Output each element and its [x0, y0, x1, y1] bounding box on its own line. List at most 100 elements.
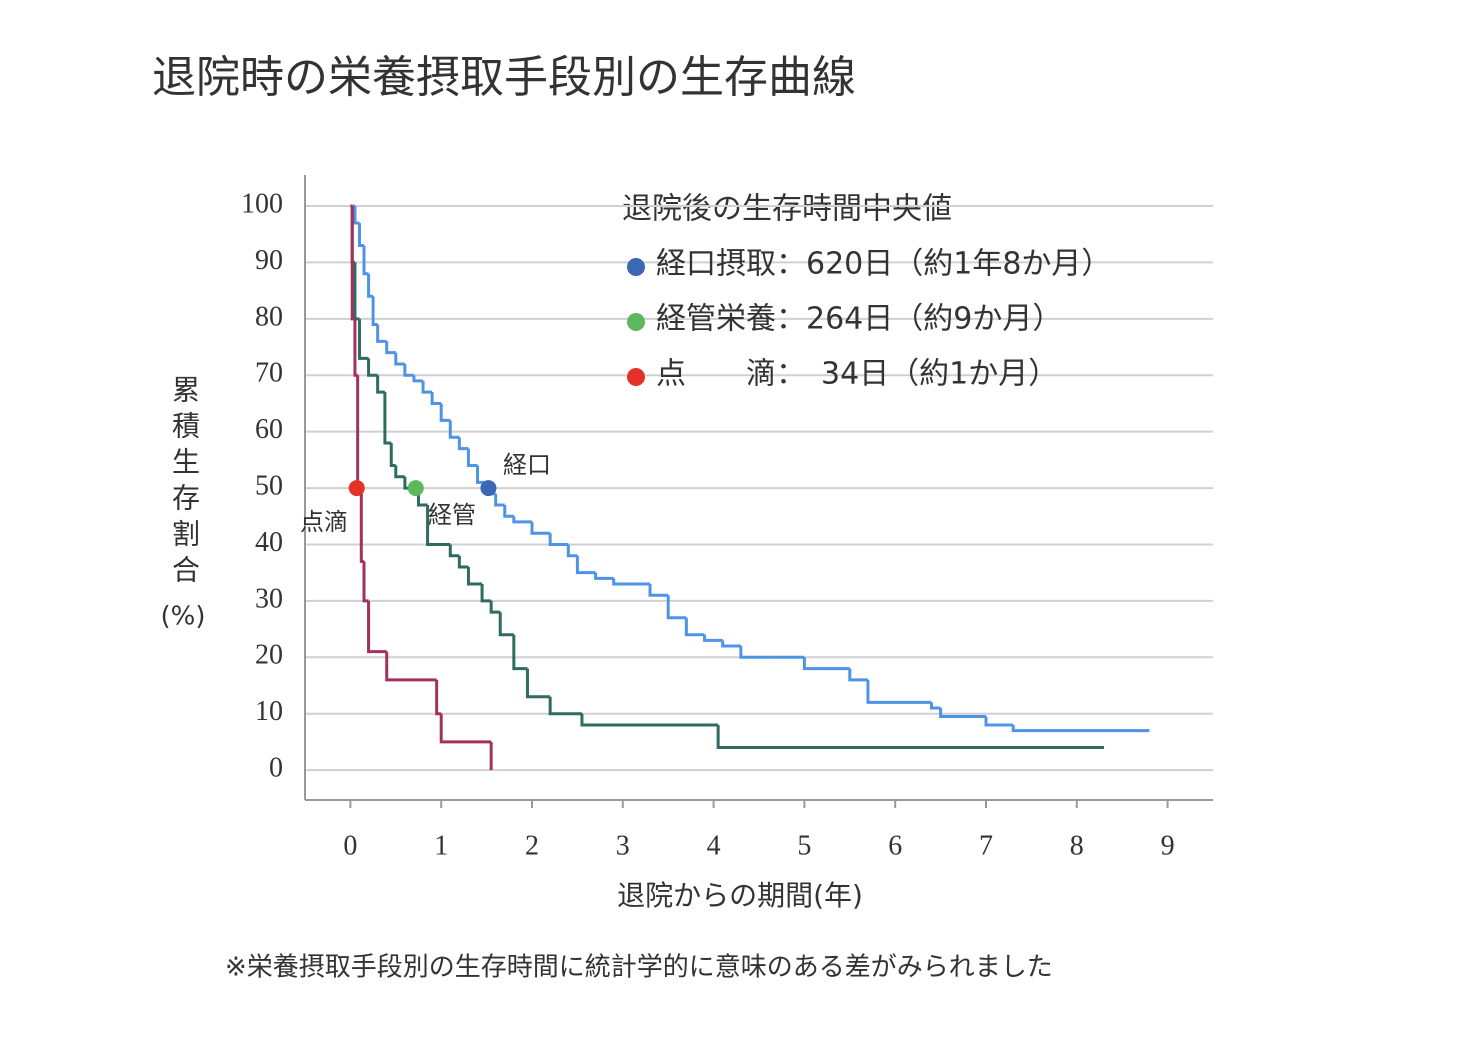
survival-step [367, 358, 378, 377]
x-tick-label: 6 [888, 830, 902, 861]
survival-step [448, 420, 460, 439]
y-tick-label: 90 [255, 245, 283, 276]
survival-step [648, 583, 669, 597]
survival-step [412, 375, 424, 383]
legend-label: 経管栄養：264日（約9か月） [656, 302, 1062, 337]
x-tick-label: 0 [343, 830, 357, 861]
survival-step [480, 583, 492, 603]
survival-step [489, 600, 501, 614]
y-axis-label: 累積生存割合 [168, 375, 201, 591]
legend-title: 退院後の生存時間中央値 [622, 192, 952, 227]
survival-step [439, 403, 451, 422]
x-tick-label: 3 [616, 830, 630, 861]
survival-step [371, 296, 378, 326]
x-tick-label: 2 [525, 830, 539, 861]
x-tick-label: 1 [434, 830, 448, 861]
survival-step [457, 437, 469, 451]
survival-step [512, 516, 532, 524]
y-tick-label: 70 [255, 358, 283, 389]
survival-step [367, 600, 387, 654]
survival-step [716, 724, 1105, 750]
legend-label: 経口摂取：620日（約1年8か月） [656, 247, 1111, 282]
survival-step [548, 696, 582, 716]
footnote: ※栄養摂取手段別の生存時間に統計学的に意味のある差がみられました [225, 953, 1053, 983]
survival-step [383, 392, 392, 445]
survival-step [385, 341, 396, 355]
survival-step [403, 363, 414, 377]
survival-step [357, 222, 365, 248]
survival-step [594, 572, 614, 580]
survival-step [848, 668, 868, 682]
survival-step [684, 617, 705, 637]
survival-step [939, 708, 986, 719]
survival-step [353, 262, 360, 321]
survival-step [430, 392, 442, 405]
survival-step [448, 544, 460, 558]
survival-step [353, 318, 358, 377]
x-tick-label: 4 [707, 830, 721, 861]
x-tick-label: 8 [1070, 830, 1084, 861]
survival-step [421, 380, 433, 394]
survival-step [1011, 724, 1150, 733]
legend-label: 点 滴： 34日（約1か月） [656, 357, 1058, 392]
survival-step [367, 273, 374, 298]
y-tick-label: 10 [255, 696, 283, 727]
y-tick-label: 80 [255, 301, 283, 332]
survival-step [362, 561, 369, 603]
survival-step [703, 634, 723, 642]
survival-step [984, 716, 1014, 727]
survival-step [548, 533, 569, 546]
survival-step [394, 465, 405, 479]
legend-marker [627, 368, 645, 386]
survival-step [494, 493, 505, 507]
survival-step [866, 679, 932, 704]
survival-step [389, 442, 396, 468]
survival-step [376, 375, 385, 394]
survival-step [376, 324, 387, 343]
survival-step [476, 465, 487, 484]
survival-step [512, 634, 528, 671]
median-marker [407, 480, 424, 497]
survival-step [739, 646, 769, 659]
y-tick-label: 0 [269, 753, 283, 784]
curve-label: 点滴 [300, 508, 348, 536]
curve-label: 経管 [428, 501, 476, 529]
y-tick-label: 30 [255, 583, 283, 614]
survival-step [426, 504, 451, 546]
survival-step [362, 245, 369, 276]
y-tick-label: 20 [255, 640, 283, 671]
survival-step [498, 612, 514, 637]
x-tick-label: 5 [797, 830, 811, 861]
curve-label: 経口 [503, 451, 551, 479]
survival-step [466, 448, 478, 468]
survival-step [385, 651, 437, 682]
survival-step [525, 668, 551, 699]
survival-step [435, 679, 442, 716]
legend-marker [627, 313, 645, 331]
survival-step [612, 578, 651, 586]
survival-step [802, 657, 850, 671]
survival-step [357, 318, 369, 360]
survival-step [503, 504, 514, 518]
survival-step [353, 206, 360, 225]
survival-step [721, 640, 741, 648]
survival-step [439, 713, 492, 744]
survival-step [580, 713, 719, 727]
legend-marker [627, 258, 645, 276]
survival-step [566, 544, 578, 558]
survival-step [530, 521, 551, 535]
chart-title: 退院時の栄養摂取手段別の生存曲線 [152, 52, 856, 103]
survival-step [350, 206, 355, 321]
survival-step [466, 567, 483, 586]
x-tick-label: 7 [979, 830, 993, 861]
x-tick-label: 9 [1161, 830, 1175, 861]
x-axis-label: 退院からの期間(年) [617, 879, 863, 912]
y-tick-label: 60 [255, 414, 283, 445]
y-tick-label: 40 [255, 527, 283, 558]
median-marker [480, 480, 497, 497]
y-tick-label: 50 [255, 470, 283, 501]
y-axis-unit: (%) [161, 602, 206, 632]
survival-step [359, 488, 365, 563]
